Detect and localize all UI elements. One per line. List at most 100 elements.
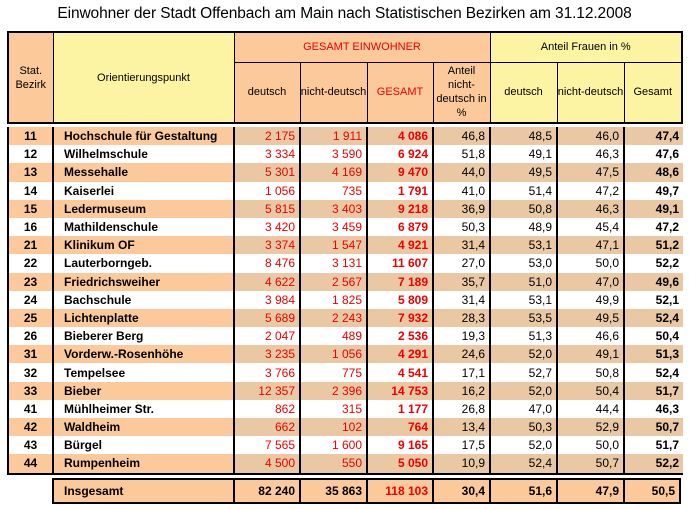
cell-gesamt: 6 924 bbox=[367, 145, 434, 164]
cell-orientierungspunkt: Bieber bbox=[53, 381, 235, 400]
cell-frauen-deutsch: 52,4 bbox=[490, 454, 558, 474]
cell-frauen-nichtdeutsch: 47,2 bbox=[557, 181, 625, 200]
cell-anteil-nichtdeutsch: 50,3 bbox=[433, 217, 491, 237]
header-frauen-gesamt: Gesamt bbox=[623, 61, 683, 124]
cell-bezirk: 15 bbox=[8, 199, 54, 218]
cell-frauen-nichtdeutsch: 45,4 bbox=[557, 217, 625, 237]
page-title: Einwohner der Stadt Offenbach am Main na… bbox=[57, 5, 632, 22]
cell-deutsch: 1 056 bbox=[234, 181, 301, 200]
cell-anteil-nichtdeutsch: 35,7 bbox=[433, 272, 491, 291]
cell-frauen-gesamt: 49,1 bbox=[624, 199, 683, 218]
cell-frauen-nichtdeutsch: 50,8 bbox=[557, 363, 625, 382]
cell-bezirk: 31 bbox=[8, 345, 54, 364]
cell-frauen-gesamt: 50,7 bbox=[624, 418, 683, 437]
cell-frauen-nichtdeutsch: 49,9 bbox=[557, 290, 625, 309]
cell-nichtdeutsch: 1 911 bbox=[300, 127, 368, 146]
cell-frauen-nichtdeutsch: 46,3 bbox=[557, 145, 625, 164]
cell-frauen-gesamt: 52,2 bbox=[624, 454, 683, 474]
table-row: 31 Vorderw.-Rosenhöhe 3 235 1 056 4 291 24,6 5… bbox=[8, 345, 683, 364]
header-deutsch: deutsch bbox=[233, 61, 301, 124]
header-gesamt: GESAMT bbox=[366, 61, 434, 124]
cell-bezirk: 12 bbox=[8, 145, 54, 164]
cell-gesamt: 1 791 bbox=[367, 181, 434, 200]
table-row: 23 Friedrichsweiher 4 622 2 567 7 189 35,7 51,… bbox=[8, 272, 683, 291]
cell-bezirk: 44 bbox=[8, 454, 54, 474]
cell-bezirk: 23 bbox=[8, 272, 54, 291]
cell-bezirk: 26 bbox=[8, 327, 54, 346]
table-row: 43 Bürgel 7 565 1 600 9 165 17,5 52,0 50,0 51,7 bbox=[8, 436, 683, 455]
cell-gesamt: 14 753 bbox=[367, 381, 434, 400]
table-row: 13 Messehalle 5 301 4 169 9 470 44,0 49,5 47,5 4… bbox=[8, 163, 683, 182]
table-row: 25 Lichtenplatte 5 689 2 243 7 932 28,3 53,5 49… bbox=[8, 308, 683, 328]
cell-frauen-deutsch: 53,1 bbox=[490, 236, 558, 255]
cell-frauen-deutsch: 53,5 bbox=[490, 308, 558, 328]
cell-frauen-nichtdeutsch: 50,0 bbox=[557, 436, 625, 455]
cell-deutsch: 5 301 bbox=[234, 163, 301, 182]
cell-frauen-gesamt: 52,4 bbox=[624, 308, 683, 328]
cell-frauen-nichtdeutsch: 50,4 bbox=[557, 381, 625, 400]
total-gesamt: 118 103 bbox=[367, 479, 434, 503]
cell-nichtdeutsch: 1 600 bbox=[300, 436, 368, 455]
cell-bezirk: 22 bbox=[8, 254, 54, 273]
header-bezirk: Stat. Bezirk bbox=[7, 31, 54, 124]
cell-anteil-nichtdeutsch: 16,2 bbox=[433, 381, 491, 400]
cell-bezirk: 33 bbox=[8, 381, 54, 400]
table-row: 12 Wilhelmschule 3 334 3 590 6 924 51,8 49,1 46… bbox=[8, 145, 683, 164]
cell-frauen-gesamt: 48,6 bbox=[624, 163, 683, 182]
cell-anteil-nichtdeutsch: 10,9 bbox=[433, 454, 491, 474]
cell-gesamt: 4 086 bbox=[367, 127, 434, 146]
cell-deutsch: 2 047 bbox=[234, 327, 301, 346]
cell-frauen-deutsch: 52,7 bbox=[490, 363, 558, 382]
cell-bezirk: 21 bbox=[8, 236, 54, 255]
table-row: 22 Lauterborngeb. 8 476 3 131 11 607 27,0 53,0… bbox=[8, 254, 683, 273]
cell-gesamt: 9 218 bbox=[367, 199, 434, 218]
header-frauen-nichtdeutsch: nicht-deutsch bbox=[556, 61, 625, 124]
cell-orientierungspunkt: Ledermuseum bbox=[53, 199, 235, 218]
cell-bezirk: 41 bbox=[8, 399, 54, 418]
cell-frauen-deutsch: 48,9 bbox=[490, 217, 558, 237]
cell-gesamt: 9 165 bbox=[367, 436, 434, 455]
cell-anteil-nichtdeutsch: 26,8 bbox=[433, 399, 491, 418]
cell-gesamt: 2 536 bbox=[367, 327, 434, 346]
table-row: 44 Rumpenheim 4 500 550 5 050 10,9 52,4 50,7 52,… bbox=[8, 454, 683, 474]
header-orientierungspunkt: Orientierungspunkt bbox=[52, 31, 235, 124]
cell-orientierungspunkt: Vorderw.-Rosenhöhe bbox=[53, 345, 235, 364]
cell-nichtdeutsch: 2 243 bbox=[300, 308, 368, 328]
cell-frauen-deutsch: 49,5 bbox=[490, 163, 558, 182]
cell-frauen-nichtdeutsch: 50,7 bbox=[557, 454, 625, 474]
cell-bezirk: 13 bbox=[8, 163, 54, 182]
cell-frauen-nichtdeutsch: 52,9 bbox=[557, 418, 625, 437]
total-frauen-nichtdeutsch: 47,9 bbox=[557, 479, 625, 503]
cell-frauen-nichtdeutsch: 47,5 bbox=[557, 163, 625, 182]
cell-gesamt: 5 809 bbox=[367, 290, 434, 309]
cell-frauen-nichtdeutsch: 49,1 bbox=[557, 345, 625, 364]
table-row: 24 Bachschule 3 984 1 825 5 809 31,4 53,1 49,9 5… bbox=[8, 290, 683, 309]
cell-anteil-nichtdeutsch: 17,1 bbox=[433, 363, 491, 382]
table-row: 15 Ledermuseum 5 815 3 403 9 218 36,9 50,8 46,3… bbox=[8, 199, 683, 218]
cell-orientierungspunkt: Bürgel bbox=[53, 436, 235, 455]
cell-deutsch: 3 235 bbox=[234, 345, 301, 364]
total-frauen-gesamt: 50,5 bbox=[624, 479, 680, 503]
cell-deutsch: 3 334 bbox=[234, 145, 301, 164]
cell-anteil-nichtdeutsch: 17,5 bbox=[433, 436, 491, 455]
cell-orientierungspunkt: Tempelsee bbox=[53, 363, 235, 382]
header-anteil-nichtdeutsch: Anteil nicht-deutsch in % bbox=[432, 61, 491, 124]
cell-deutsch: 4 500 bbox=[234, 454, 301, 474]
cell-bezirk: 16 bbox=[8, 217, 54, 237]
cell-frauen-gesamt: 49,6 bbox=[624, 272, 683, 291]
cell-gesamt: 4 291 bbox=[367, 345, 434, 364]
total-label: Insgesamt bbox=[53, 479, 235, 503]
cell-nichtdeutsch: 102 bbox=[300, 418, 368, 437]
cell-frauen-gesamt: 51,7 bbox=[624, 436, 683, 455]
cell-anteil-nichtdeutsch: 31,4 bbox=[433, 236, 491, 255]
cell-orientierungspunkt: Wilhelmschule bbox=[53, 145, 235, 164]
cell-gesamt: 11 607 bbox=[367, 254, 434, 273]
cell-bezirk: 14 bbox=[8, 181, 54, 200]
cell-nichtdeutsch: 3 131 bbox=[300, 254, 368, 273]
cell-frauen-deutsch: 51,4 bbox=[490, 181, 558, 200]
cell-nichtdeutsch: 3 403 bbox=[300, 199, 368, 218]
total-anteil-nichtdeutsch: 30,4 bbox=[433, 479, 491, 503]
cell-nichtdeutsch: 489 bbox=[300, 327, 368, 346]
cell-bezirk: 43 bbox=[8, 436, 54, 455]
cell-orientierungspunkt: Bachschule bbox=[53, 290, 235, 309]
